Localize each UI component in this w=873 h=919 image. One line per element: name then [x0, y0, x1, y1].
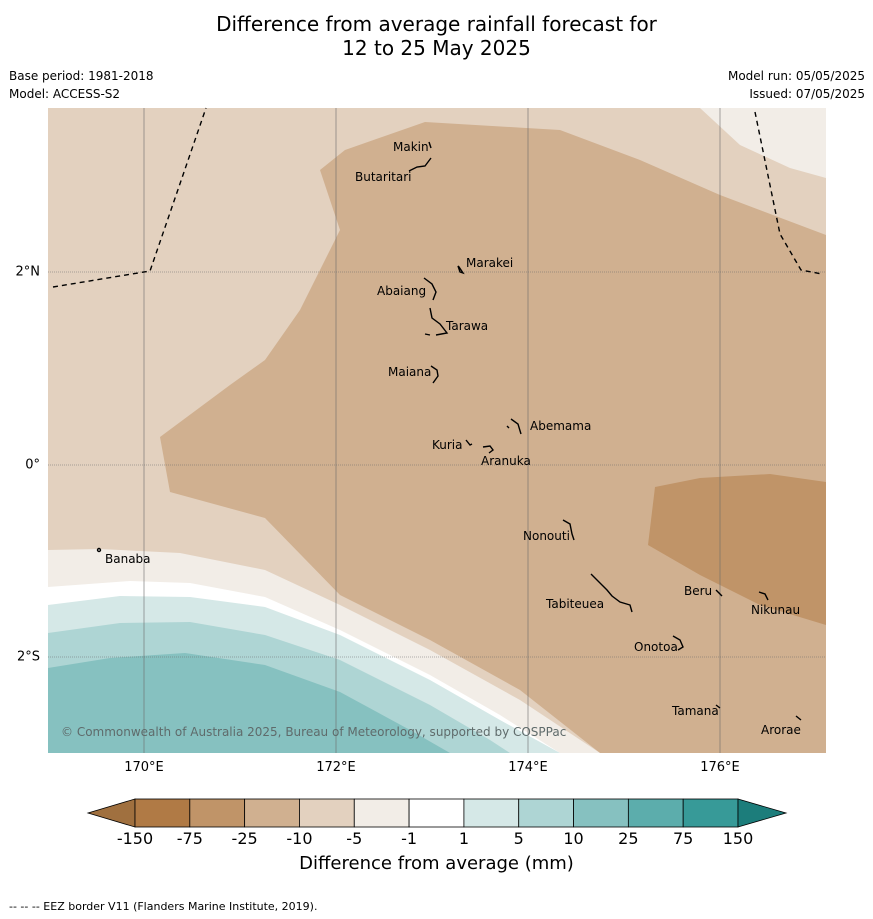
- kuria-atoll: [465, 439, 473, 446]
- title-line-1: Difference from average rainfall forecas…: [216, 12, 657, 36]
- issued-date: Issued: 07/05/2025: [749, 87, 865, 101]
- colorbar-segment: [518, 798, 574, 828]
- colorbar-tick-label: -25: [231, 829, 258, 848]
- place-label-abaiang: Abaiang: [377, 284, 426, 298]
- region-near-average-ne: [700, 108, 826, 178]
- place-label-onotoa: Onotoa: [634, 640, 678, 654]
- colorbar-segment: [353, 798, 410, 828]
- onotoa-atoll: [672, 635, 684, 651]
- place-label-kuria: Kuria: [432, 438, 463, 452]
- eez-border: [52, 107, 823, 288]
- maiana-atoll: [430, 365, 439, 384]
- colorbar-segment: [627, 798, 684, 828]
- meta-right: Model run: 05/05/2025 Issued: 07/05/2025: [728, 67, 865, 103]
- colorbar-segment: [299, 798, 355, 828]
- lon-label-176e: 176°E: [700, 760, 740, 775]
- place-label-tabiteuea: Tabiteuea: [545, 597, 604, 611]
- lon-label-174e: 174°E: [508, 760, 548, 775]
- place-label-makin: Makin: [393, 140, 429, 154]
- colorbar-segment: [682, 798, 739, 828]
- makin-atoll: [428, 141, 432, 149]
- model-name: Model: ACCESS-S2: [9, 87, 121, 101]
- abaiang-atoll: [423, 277, 437, 301]
- lat-label-0: 0°: [25, 457, 40, 473]
- abemama-atoll: [506, 418, 522, 435]
- colorbar-segment: [463, 798, 520, 828]
- title-line-2: 12 to 25 May 2025: [342, 36, 531, 60]
- tarawa-atoll: [424, 307, 449, 336]
- colorbar-segment: [134, 798, 191, 828]
- beru-atoll: [715, 589, 723, 597]
- model-run: Model run: 05/05/2025: [727, 69, 865, 83]
- eez-legend: -- -- -- EEZ border V11 (Flanders Marine…: [9, 900, 318, 913]
- colorbar-tick-label: 5: [513, 829, 524, 848]
- colorbar-title: Difference from average (mm): [299, 853, 574, 874]
- colorbar-segment: [189, 798, 246, 828]
- copyright-notice: © Commonwealth of Australia 2025, Bureau…: [61, 725, 566, 739]
- colorbar-extend-low: [86, 798, 136, 828]
- lon-label-172e: 172°E: [316, 760, 356, 775]
- place-label-nikunau: Nikunau: [751, 603, 800, 617]
- colorbar-tick-label: 150: [722, 829, 754, 848]
- colorbar-tick-label: 75: [672, 829, 694, 848]
- colorbar-tick-label: -150: [116, 829, 154, 848]
- place-label-nonouti: Nonouti: [523, 529, 570, 543]
- colorbar-segments: [86, 798, 788, 828]
- base-period: Base period: 1981-2018: [9, 69, 154, 83]
- place-label-abemama: Abemama: [530, 419, 591, 433]
- butaritari-atoll: [408, 157, 432, 172]
- meta-left: Base period: 1981-2018 Model: ACCESS-S2: [9, 67, 154, 103]
- lat-label-2s: 2°S: [16, 649, 40, 665]
- colorbar-extend-high: [737, 798, 788, 828]
- map-title: Difference from average rainfall forecas…: [0, 12, 873, 60]
- colorbar-tick-label: -75: [176, 829, 203, 848]
- colorbar-segment: [408, 798, 465, 828]
- place-label-arorae: Arorae: [761, 723, 801, 737]
- place-label-tamana: Tamana: [671, 704, 719, 718]
- colorbar-tick-label: -1: [401, 829, 418, 848]
- nonouti-atoll: [562, 519, 575, 541]
- banaba-island: [96, 547, 102, 553]
- marakei-atoll: [457, 265, 465, 275]
- region-wet-dark: [48, 653, 450, 753]
- region-medium-brown: [160, 122, 826, 753]
- lon-label-170e: 170°E: [124, 760, 164, 775]
- colorbar-tick-label: 10: [563, 829, 584, 848]
- place-label-tarawa: Tarawa: [445, 319, 488, 333]
- lat-label-2n: 2°N: [15, 264, 41, 280]
- place-label-maiana: Maiana: [388, 365, 431, 379]
- colorbar-tick-label: 25: [618, 829, 639, 848]
- place-labels: Makin Butaritari Marakei Abaiang Tarawa …: [105, 140, 801, 737]
- arorae-island: [795, 715, 802, 721]
- colorbar-segment: [573, 798, 629, 828]
- colorbar-segment: [244, 798, 300, 828]
- graticule: [48, 108, 826, 753]
- place-label-beru: Beru: [684, 584, 712, 598]
- nikunau-atoll: [758, 591, 769, 601]
- place-label-aranuka: Aranuka: [481, 454, 531, 468]
- tamana-island: [715, 704, 721, 709]
- place-label-marakei: Marakei: [466, 256, 513, 270]
- island-outlines: [96, 141, 802, 721]
- colorbar-tick-label: -5: [346, 829, 363, 848]
- colorbar-tick-label: -10: [286, 829, 313, 848]
- place-label-butaritari: Butaritari: [355, 170, 412, 184]
- colorbar-tick-label: 1: [458, 829, 469, 848]
- place-label-banaba: Banaba: [105, 552, 151, 566]
- map-fill-layers: [48, 108, 826, 753]
- tabiteuea-atoll: [590, 573, 633, 613]
- aranuka-atoll: [482, 445, 494, 454]
- region-dark-brown: [648, 474, 826, 625]
